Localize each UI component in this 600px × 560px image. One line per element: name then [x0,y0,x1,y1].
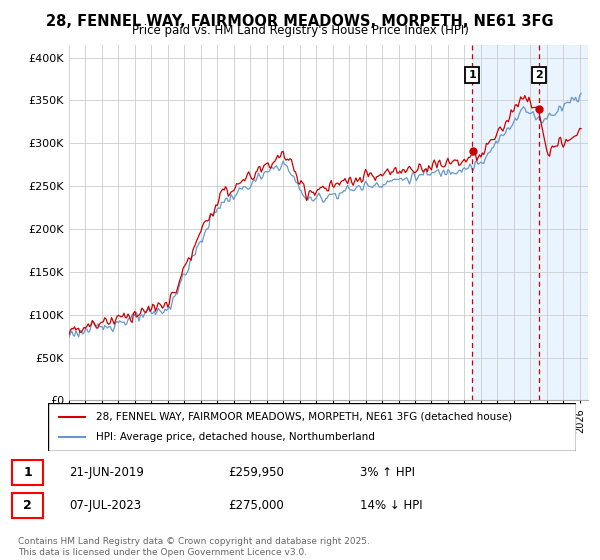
Text: 21-JUN-2019: 21-JUN-2019 [69,466,144,479]
FancyBboxPatch shape [12,493,43,518]
Text: 2: 2 [535,70,543,80]
Text: £275,000: £275,000 [228,499,284,512]
Text: Price paid vs. HM Land Registry's House Price Index (HPI): Price paid vs. HM Land Registry's House … [131,24,469,37]
Text: 28, FENNEL WAY, FAIRMOOR MEADOWS, MORPETH, NE61 3FG: 28, FENNEL WAY, FAIRMOOR MEADOWS, MORPET… [46,14,554,29]
Text: 1: 1 [468,70,476,80]
FancyBboxPatch shape [12,460,43,485]
Text: Contains HM Land Registry data © Crown copyright and database right 2025.
This d: Contains HM Land Registry data © Crown c… [18,537,370,557]
Text: 1: 1 [23,466,32,479]
Text: 3% ↑ HPI: 3% ↑ HPI [360,466,415,479]
Text: HPI: Average price, detached house, Northumberland: HPI: Average price, detached house, Nort… [95,432,374,442]
Text: £259,950: £259,950 [228,466,284,479]
Text: 07-JUL-2023: 07-JUL-2023 [69,499,141,512]
Text: 28, FENNEL WAY, FAIRMOOR MEADOWS, MORPETH, NE61 3FG (detached house): 28, FENNEL WAY, FAIRMOOR MEADOWS, MORPET… [95,412,512,422]
Bar [472,45,588,400]
Text: 2: 2 [23,499,32,512]
Text: 14% ↓ HPI: 14% ↓ HPI [360,499,422,512]
